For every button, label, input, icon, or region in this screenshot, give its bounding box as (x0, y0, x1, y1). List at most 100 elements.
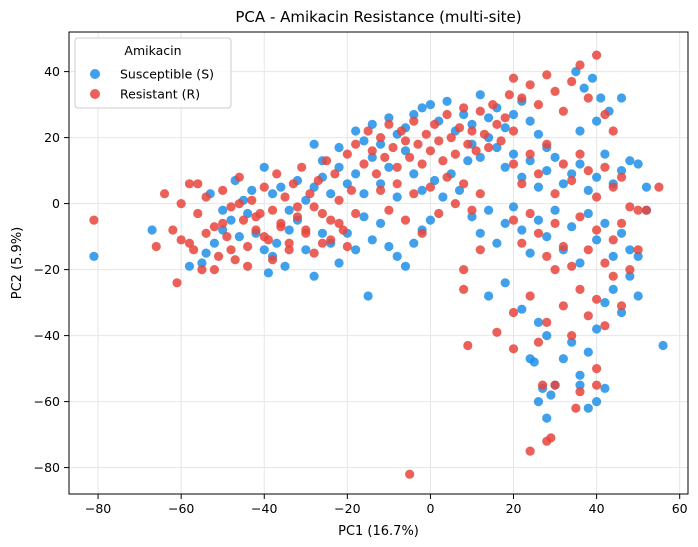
chart-title: PCA - Amikacin Resistance (multi-site) (235, 8, 521, 26)
data-point (201, 248, 211, 258)
x-tick-label: 20 (506, 501, 522, 516)
legend-label-resistant: Resistant (R) (120, 87, 200, 102)
data-point (600, 109, 610, 120)
data-point (467, 212, 477, 222)
data-point (201, 228, 211, 238)
data-point (533, 397, 544, 407)
data-point (342, 179, 352, 189)
data-point (625, 271, 635, 281)
data-point (542, 331, 552, 341)
data-point (330, 169, 340, 179)
data-point (508, 307, 519, 318)
data-point (251, 225, 261, 235)
data-point (525, 248, 535, 258)
data-point (309, 248, 319, 258)
data-point (384, 205, 394, 215)
points-layer (89, 50, 668, 479)
data-point (247, 185, 257, 195)
data-point (388, 142, 398, 153)
data-point (479, 129, 490, 139)
data-point (375, 139, 386, 149)
data-point (616, 218, 627, 228)
data-point (500, 113, 510, 123)
data-point (359, 212, 369, 222)
data-point (517, 172, 527, 182)
data-point (334, 258, 344, 268)
data-point (525, 156, 535, 166)
data-point (592, 116, 602, 126)
data-point (454, 185, 465, 195)
data-point (434, 208, 444, 219)
data-point (608, 126, 618, 136)
data-point (475, 228, 485, 238)
data-point (409, 238, 419, 248)
data-point (525, 149, 535, 159)
y-tick-label: −40 (34, 328, 60, 343)
data-point (184, 261, 195, 271)
data-point (317, 208, 328, 219)
data-point (243, 261, 253, 271)
data-point (375, 179, 386, 189)
data-point (425, 182, 436, 192)
data-point (284, 238, 294, 248)
data-point (243, 208, 253, 219)
data-point (367, 235, 377, 245)
data-point (550, 265, 560, 275)
data-point (272, 238, 282, 248)
x-tick-label: −20 (334, 501, 360, 516)
data-point (392, 162, 402, 172)
y-axis-label: PC2 (5.9%) (10, 227, 25, 300)
data-point (625, 202, 635, 212)
data-point (575, 284, 585, 294)
data-point (579, 83, 589, 93)
x-tick-label: 60 (672, 501, 688, 516)
data-point (600, 162, 610, 172)
x-axis: −80 −60 −40 −20 0 20 40 60 (85, 494, 688, 516)
series-susceptible (89, 67, 668, 423)
data-point (483, 291, 494, 301)
data-point (409, 169, 419, 179)
data-point (641, 182, 652, 192)
data-point (263, 268, 274, 278)
data-point (463, 139, 473, 149)
data-point (384, 162, 394, 172)
legend-label-susceptible: Susceptible (S) (120, 67, 214, 82)
data-point (533, 100, 544, 110)
data-point (417, 185, 427, 195)
data-point (297, 162, 307, 172)
data-point (575, 380, 585, 390)
data-point (600, 149, 610, 159)
data-point (463, 340, 473, 351)
data-point (546, 390, 556, 400)
data-point (575, 149, 585, 159)
data-point (517, 304, 527, 314)
data-point (151, 241, 161, 252)
data-point (413, 139, 423, 149)
data-point (301, 195, 311, 205)
data-point (600, 321, 610, 331)
data-point (583, 166, 593, 176)
data-point (546, 433, 556, 443)
x-tick-label: −80 (85, 501, 111, 516)
data-point (218, 218, 228, 228)
data-point (633, 291, 643, 301)
legend-marker-resistant (90, 89, 100, 99)
data-point (209, 222, 220, 232)
data-point (592, 294, 602, 304)
data-point (471, 146, 481, 156)
x-tick-label: −60 (168, 501, 194, 516)
data-point (359, 189, 369, 199)
data-point (450, 149, 460, 159)
data-point (533, 228, 544, 238)
y-axis: −80 −60 −40 −20 0 20 40 (34, 64, 69, 475)
data-point (542, 317, 552, 327)
data-point (421, 129, 431, 139)
data-point (525, 116, 535, 126)
data-point (276, 182, 286, 192)
data-point (504, 90, 514, 100)
data-point (467, 205, 477, 215)
data-point (380, 152, 390, 162)
data-point (309, 139, 319, 149)
data-point (168, 225, 178, 235)
